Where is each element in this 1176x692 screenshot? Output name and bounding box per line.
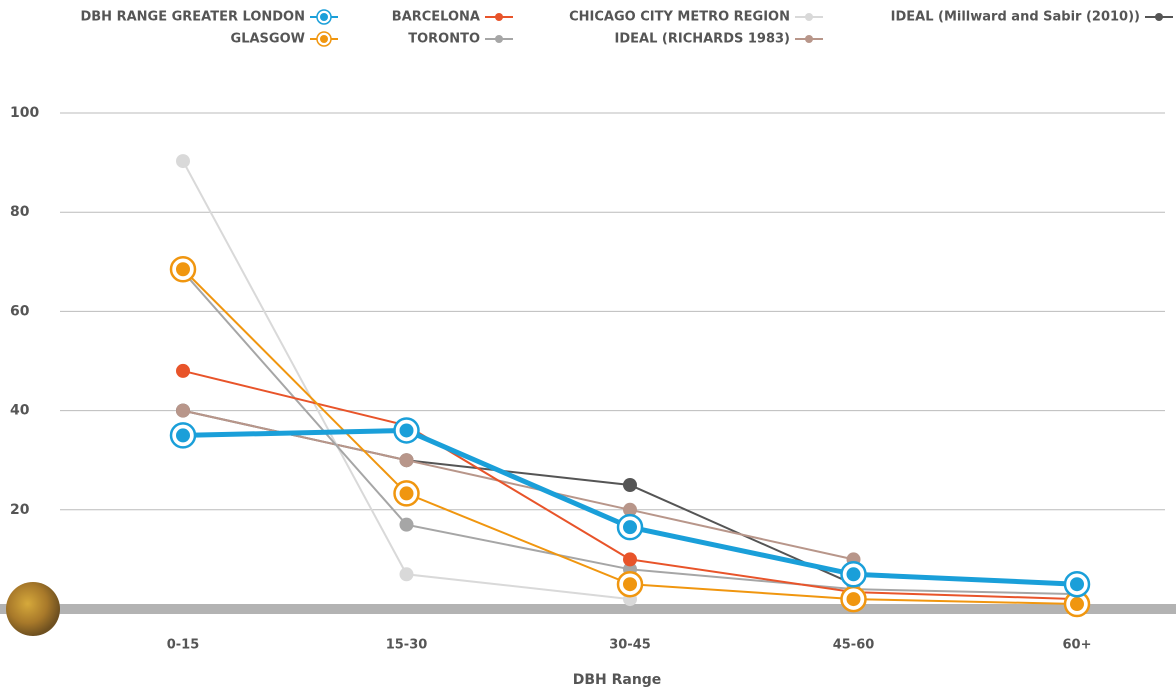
- x-tick-label: 30-45: [609, 638, 651, 653]
- legend-item: IDEAL (RICHARDS 1983): [615, 32, 823, 47]
- legend-label: IDEAL (RICHARDS 1983): [615, 32, 790, 47]
- x-axis-title: DBH Range: [573, 672, 662, 688]
- legend-label: GLASGOW: [231, 32, 305, 47]
- legend-item: IDEAL (Millward and Sabir (2010)): [891, 10, 1173, 25]
- series-line: [182, 160, 631, 601]
- legend-item: BARCELONA: [392, 10, 513, 25]
- legend-label: DBH RANGE GREATER LONDON: [80, 10, 305, 25]
- legend-item: TORONTO: [408, 32, 513, 47]
- legend-label: IDEAL (Millward and Sabir (2010)): [891, 10, 1140, 25]
- point: [846, 592, 861, 607]
- point: [399, 486, 414, 501]
- point: [1070, 597, 1084, 612]
- x-tick-label: 60+: [1063, 638, 1092, 653]
- y-tick-label: 100: [10, 105, 39, 121]
- legend-item: CHICAGO CITY METRO REGION: [569, 10, 823, 25]
- legend-label: TORONTO: [408, 32, 480, 47]
- y-tick-label: 40: [10, 403, 30, 419]
- point: [846, 567, 861, 582]
- series-line: [182, 409, 854, 586]
- point: [623, 520, 637, 535]
- legend-label: BARCELONA: [392, 10, 480, 25]
- legend-dot: [1155, 13, 1163, 21]
- legend-dot: [320, 13, 328, 21]
- x-tick-label: 0-15: [167, 638, 200, 653]
- legend-item: DBH RANGE GREATER LONDON: [80, 9, 338, 25]
- point: [176, 428, 190, 443]
- point: [399, 567, 414, 582]
- point: [1070, 577, 1084, 592]
- point: [399, 423, 414, 438]
- baseline: [0, 604, 1176, 614]
- point: [176, 154, 190, 169]
- point: [623, 478, 637, 492]
- point: [623, 577, 637, 592]
- point: [176, 403, 190, 418]
- point: [399, 453, 414, 468]
- point: [176, 363, 190, 378]
- x-tick-label: 45-60: [833, 638, 875, 653]
- point: [623, 502, 637, 517]
- legend-dot: [805, 35, 813, 43]
- legend-dot: [805, 13, 813, 21]
- y-tick-label: 80: [10, 204, 30, 220]
- legend-dot: [495, 35, 503, 43]
- legend-dot: [495, 13, 503, 21]
- legend-label: CHICAGO CITY METRO REGION: [569, 10, 790, 25]
- y-tick-label: 60: [10, 303, 30, 319]
- point: [623, 552, 637, 567]
- point: [176, 262, 190, 277]
- legend-item: GLASGOW: [231, 31, 338, 47]
- point: [399, 517, 414, 532]
- y-tick-label: 20: [10, 502, 30, 518]
- legend-dot: [320, 35, 328, 43]
- x-tick-label: 15-30: [386, 638, 428, 653]
- decor-image: [6, 582, 60, 636]
